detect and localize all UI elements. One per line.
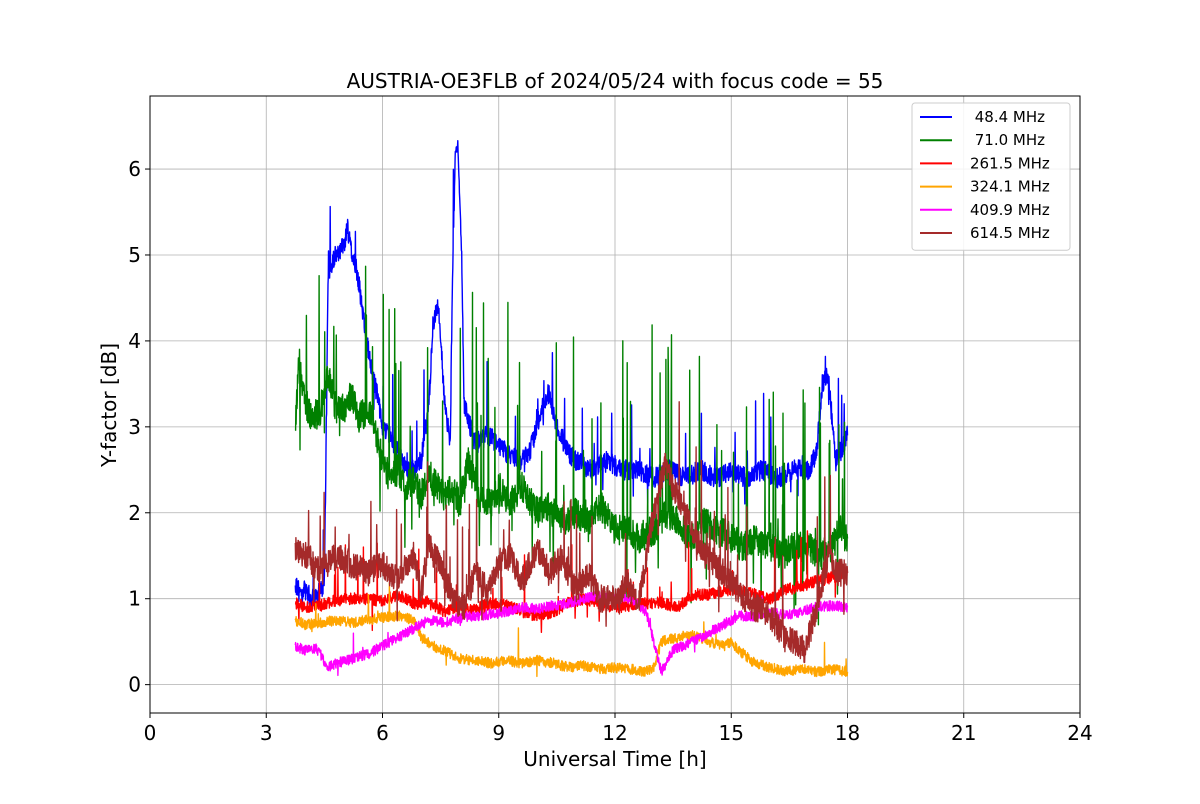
- x-tick-label-4: 12: [602, 721, 627, 745]
- y-axis-label: Y-factor [dB]: [97, 343, 121, 468]
- y-tick-label-5: 5: [128, 243, 141, 267]
- series-layer: [294, 139, 849, 678]
- x-tick-label-0: 0: [144, 721, 157, 745]
- y-tick-label-0: 0: [128, 673, 141, 697]
- x-tick-label-3: 9: [492, 721, 505, 745]
- series-line-3: [294, 582, 849, 678]
- y-tick-label-3: 3: [128, 415, 141, 439]
- x-tick-label-8: 24: [1067, 721, 1092, 745]
- series-line-5: [294, 401, 849, 664]
- series-line-0: [294, 139, 849, 609]
- x-tick-label-1: 3: [260, 721, 273, 745]
- x-tick-label-2: 6: [376, 721, 389, 745]
- y-tick-label-4: 4: [128, 329, 141, 353]
- legend-label-0: 48.4 MHz: [970, 108, 1045, 126]
- legend: 48.4 MHz 71.0 MHz 261.5 MHz 324.1 MHz 409.9…: [911, 102, 1071, 251]
- legend-label-1: 71.0 MHz: [970, 131, 1045, 149]
- x-tick-label-5: 15: [719, 721, 744, 745]
- legend-label-2: 261.5 MHz: [970, 154, 1050, 172]
- legend-label-4: 409.9 MHz: [970, 201, 1050, 219]
- legend-label-5: 614.5 MHz: [970, 224, 1050, 242]
- legend-label-3: 324.1 MHz: [970, 178, 1050, 196]
- x-tick-label-7: 21: [951, 721, 976, 745]
- x-axis-label: Universal Time [h]: [523, 747, 706, 771]
- y-tick-label-6: 6: [128, 157, 141, 181]
- x-tick-label-6: 18: [835, 721, 860, 745]
- y-tick-label-2: 2: [128, 501, 141, 525]
- y-tick-label-1: 1: [128, 587, 141, 611]
- chart-title: AUSTRIA-OE3FLB of 2024/05/24 with focus …: [347, 69, 884, 93]
